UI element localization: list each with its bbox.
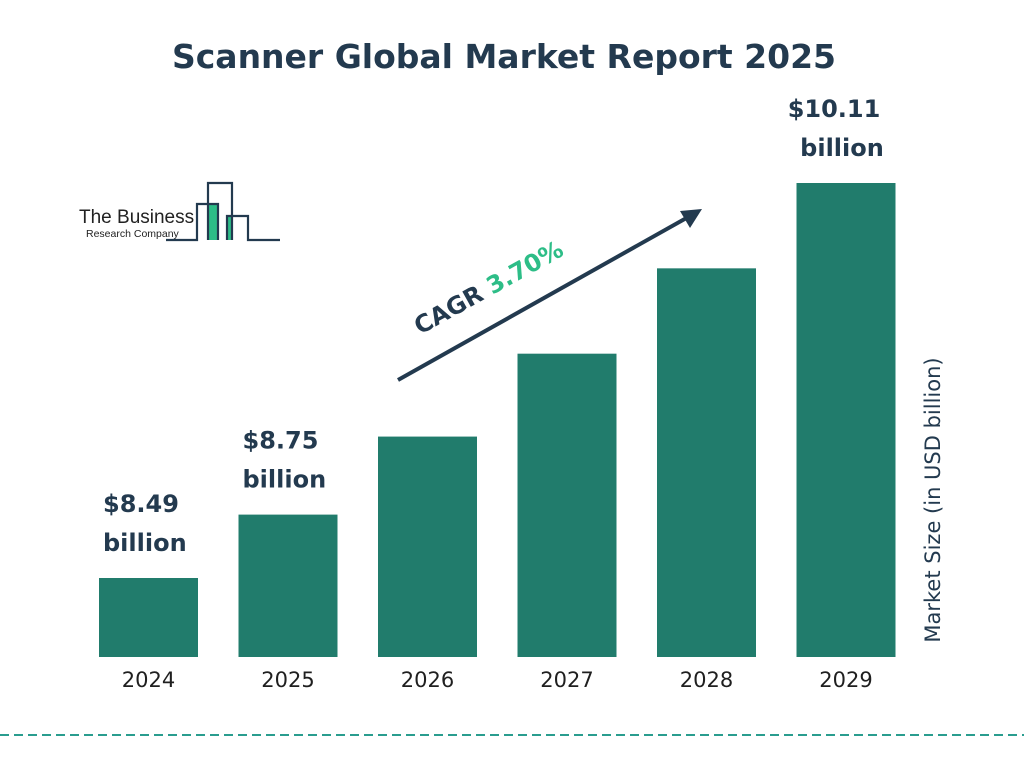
data-label: billion [103, 529, 187, 557]
logo: The Business Research Company [79, 181, 280, 242]
logo-bar [227, 216, 232, 240]
bar-2026 [378, 436, 477, 657]
x-tick-label: 2026 [401, 668, 454, 692]
x-tick-label: 2029 [819, 668, 872, 692]
x-tick-label: 2028 [680, 668, 733, 692]
cagr-annotation: CAGR 3.70% [409, 235, 568, 340]
bar-2024 [99, 578, 198, 657]
data-label: billion [800, 134, 884, 162]
logo-text-line1: The Business [79, 207, 194, 228]
y-axis-label: Market Size (in USD billion) [921, 357, 945, 642]
cagr-arrow [397, 209, 702, 382]
bar-2028 [657, 268, 756, 657]
bar-2027 [517, 353, 617, 657]
logo-outline [166, 181, 280, 242]
bar-2025 [238, 514, 338, 657]
data-label: $8.75 [243, 427, 319, 455]
x-tick-label: 2024 [122, 668, 175, 692]
data-label: $8.49 [103, 490, 179, 518]
x-tick-label: 2027 [540, 668, 593, 692]
data-label: billion [243, 466, 327, 494]
chart-title: Scanner Global Market Report 2025 [172, 37, 836, 76]
data-label: $10.11 [788, 95, 881, 123]
x-tick-label: 2025 [261, 668, 314, 692]
logo-text-line2: Research Company [86, 228, 180, 240]
bar-2029 [796, 183, 896, 657]
logo-bar [208, 204, 218, 240]
